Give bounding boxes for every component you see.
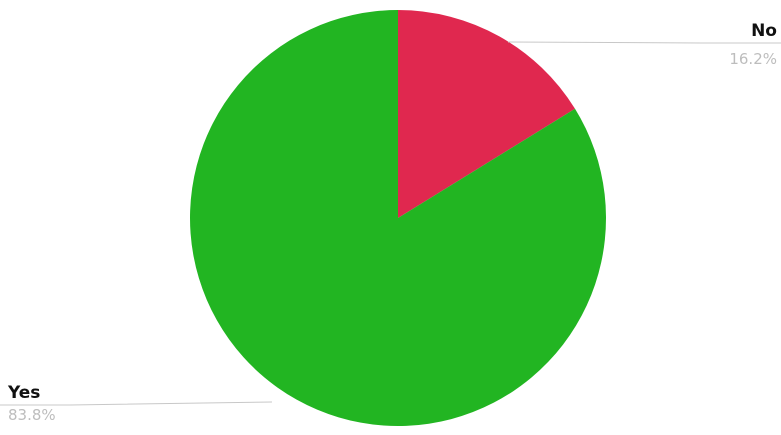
leader-line-no <box>507 41 781 44</box>
leader-line-yes <box>0 401 273 406</box>
pie-slices <box>190 10 607 426</box>
slice-value-no: 16.2% <box>729 50 777 68</box>
pie-labels: No 16.2% Yes 83.8% <box>0 21 781 424</box>
slice-label-yes: Yes <box>7 383 40 403</box>
pie-slice-no <box>398 10 576 218</box>
slice-label-no: No <box>751 21 777 41</box>
pie-slice-yes <box>190 10 607 426</box>
slice-value-yes: 83.8% <box>8 406 56 424</box>
